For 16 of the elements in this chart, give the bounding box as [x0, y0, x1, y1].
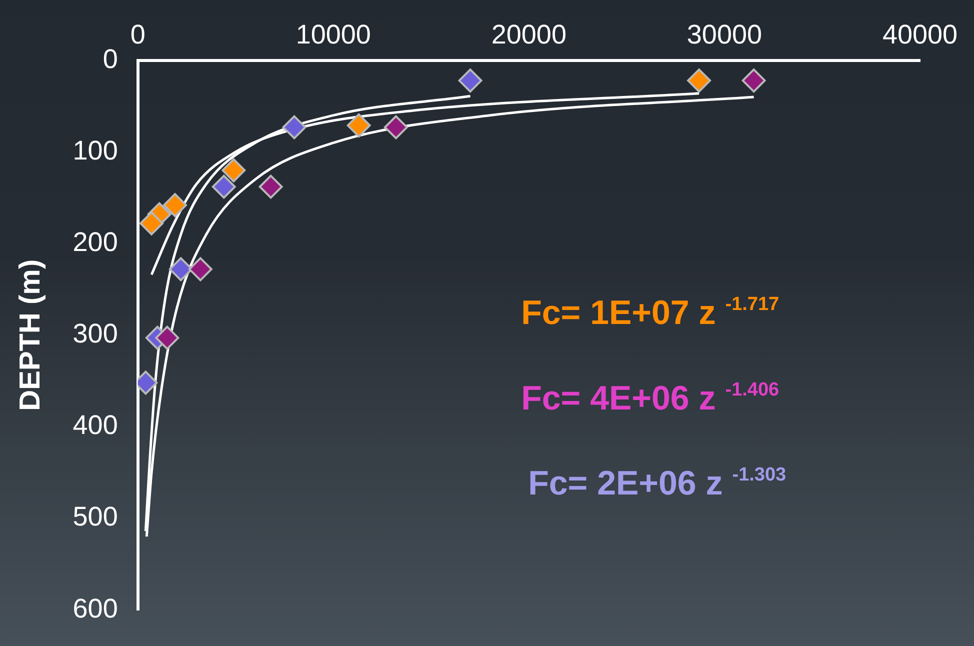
y-tick-label: 500 [72, 502, 118, 532]
annotation: Fc= 2E+06 z -1.303 [528, 464, 786, 502]
y-axis-title: DEPTH (m) [14, 259, 46, 411]
x-tick-label: 40000 [882, 20, 958, 50]
annotation: Fc= 4E+06 z -1.406 [521, 379, 780, 418]
y-tick-label: 0 [102, 44, 118, 74]
x-tick-label: 0 [130, 20, 146, 50]
x-tick-label: 10000 [296, 20, 371, 50]
y-tick-label: 600 [72, 593, 118, 624]
x-tick-label: 20000 [491, 20, 566, 50]
y-tick-label: 200 [72, 226, 118, 257]
x-tick-label: 30000 [686, 20, 762, 50]
y-tick-label: 300 [72, 318, 118, 349]
y-tick-label: 400 [72, 410, 118, 440]
y-tick-label: 100 [72, 135, 118, 166]
annotation: Fc= 1E+07 z -1.717 [521, 294, 780, 332]
